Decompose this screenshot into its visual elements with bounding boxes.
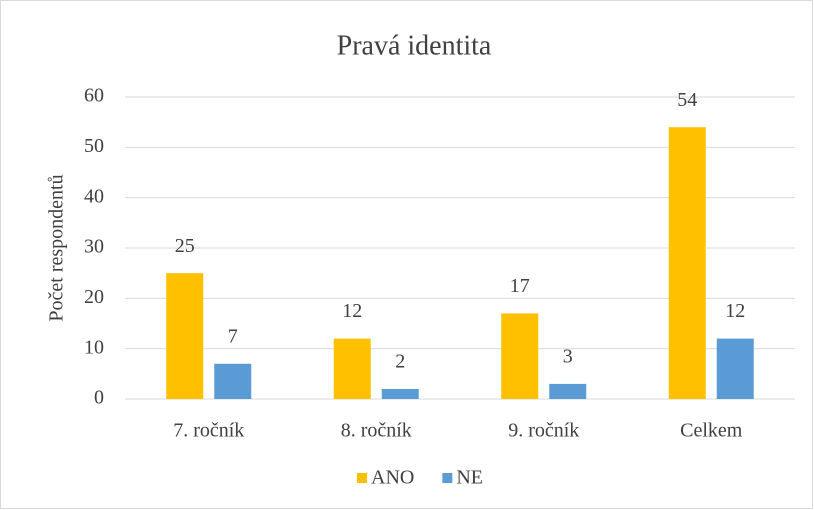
y-tick-label: 40 — [84, 185, 104, 207]
y-tick-label: 0 — [94, 387, 104, 409]
x-tick-label: 7. ročník — [173, 420, 244, 442]
y-tick-label: 60 — [84, 85, 104, 107]
data-label: 17 — [510, 275, 530, 297]
legend-label: ANO — [371, 467, 414, 489]
x-tick-label: 8. ročník — [341, 420, 412, 442]
bar — [214, 363, 252, 399]
y-axis-label: Počet respondentů — [46, 174, 68, 321]
bar — [549, 383, 587, 399]
data-label: 25 — [175, 235, 195, 257]
chart-title: Pravá identita — [337, 30, 492, 61]
y-tick-label: 30 — [84, 236, 104, 258]
legend-label: NE — [456, 467, 483, 489]
bar — [333, 338, 371, 399]
data-label: 12 — [342, 300, 362, 322]
data-label: 54 — [677, 89, 697, 111]
data-label: 3 — [563, 345, 573, 367]
bar — [381, 388, 419, 399]
legend-swatch — [442, 473, 453, 483]
data-label: 12 — [725, 300, 745, 322]
x-tick-label: Celkem — [680, 420, 743, 442]
y-tick-label: 50 — [84, 135, 104, 157]
bar — [668, 127, 706, 399]
y-tick-label: 10 — [84, 336, 104, 358]
data-label: 7 — [228, 325, 238, 347]
bar — [501, 313, 539, 399]
bar — [716, 338, 754, 399]
data-label: 2 — [395, 351, 405, 373]
y-tick-label: 20 — [84, 286, 104, 308]
bar — [166, 273, 204, 399]
x-tick-label: 9. ročník — [508, 420, 579, 442]
legend-swatch — [357, 473, 367, 483]
